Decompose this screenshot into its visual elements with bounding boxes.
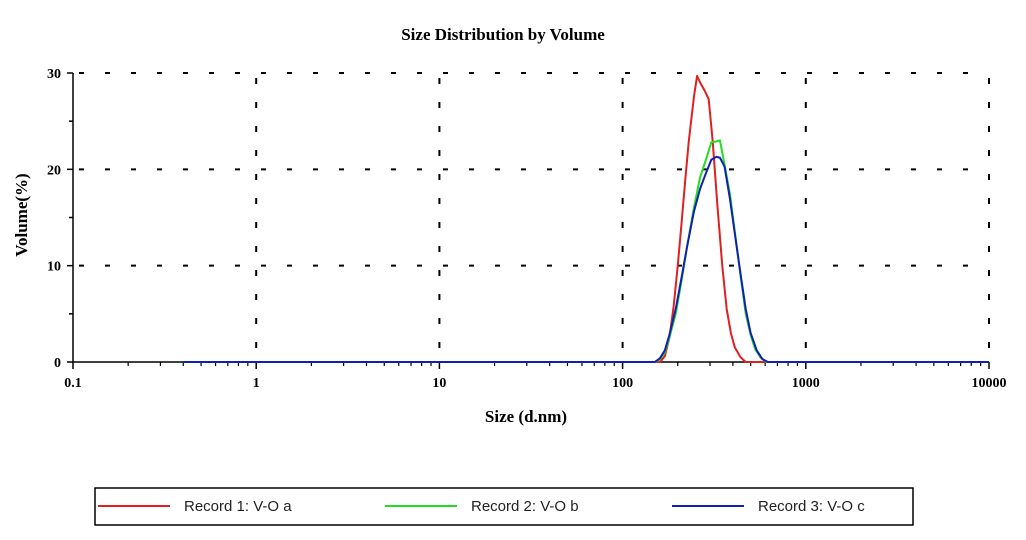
y-tick-label: 20 (47, 163, 61, 178)
series-line-1 (183, 74, 989, 363)
y-tick-label: 0 (54, 356, 61, 371)
legend: Record 1: V-O a Record 2: V-O b Record 3: … (94, 487, 914, 526)
x-tick-label: 1000 (792, 376, 820, 391)
x-tick-label: 1 (253, 376, 260, 391)
x-tick-label: 10 (432, 376, 446, 391)
legend-label-2: Record 2: V-O b (471, 498, 579, 515)
grid (73, 72, 990, 362)
axes (67, 72, 990, 369)
y-tick-label: 30 (47, 67, 61, 82)
y-tick-label: 10 (47, 260, 61, 275)
legend-label-3: Record 3: V-O c (758, 498, 865, 515)
x-axis-label: Size (d.nm) (485, 407, 567, 426)
legend-label-1: Record 1: V-O a (184, 498, 292, 515)
x-tick-label: 0.1 (64, 376, 82, 391)
x-tick-label: 10000 (972, 376, 1007, 391)
x-tick-label: 100 (612, 376, 633, 391)
series-group (183, 74, 989, 363)
y-axis-label: Volume(%) (12, 173, 31, 256)
series-line-3 (183, 155, 989, 363)
series-line-2 (183, 139, 989, 363)
tick-labels: 0 10 20 30 0.1 1 10 100 1000 10000 (47, 67, 1007, 391)
chart-title: Size Distribution by Volume (401, 25, 605, 44)
legend-box (94, 487, 914, 526)
